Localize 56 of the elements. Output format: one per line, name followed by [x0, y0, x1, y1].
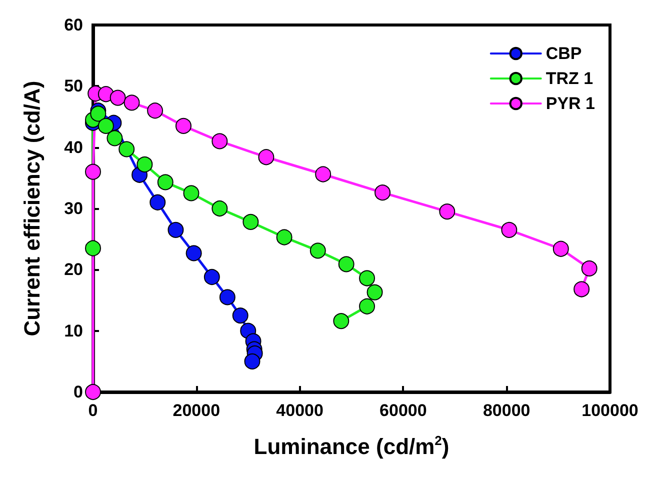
- point: [186, 245, 202, 262]
- y-tick-label: 50: [64, 76, 83, 96]
- point: [374, 184, 391, 201]
- point: [501, 222, 518, 238]
- point: [338, 256, 354, 272]
- point: [118, 141, 135, 158]
- x-tick-label: 80000: [482, 401, 530, 420]
- x-tick-label: 0: [88, 401, 98, 420]
- point: [136, 156, 153, 172]
- point: [85, 164, 101, 180]
- point: [219, 289, 236, 306]
- y-tick-label: 60: [64, 16, 83, 34]
- x-tick-label: 40000: [276, 401, 324, 420]
- y-tick-label: 40: [64, 138, 83, 157]
- point: [310, 242, 326, 259]
- legend-label: CBP: [546, 44, 582, 63]
- point: [106, 130, 123, 146]
- point: [98, 118, 114, 134]
- point: [359, 270, 376, 286]
- point: [574, 281, 590, 298]
- point: [150, 194, 166, 210]
- point: [85, 384, 101, 400]
- y-axis-title: Current efficiency (cd/A): [20, 80, 44, 336]
- point: [85, 240, 101, 256]
- x-tick-label: 60000: [380, 401, 427, 420]
- point: [315, 166, 332, 182]
- point: [204, 269, 220, 285]
- point: [183, 185, 200, 202]
- point: [147, 102, 164, 119]
- x-tick-label: 20000: [172, 401, 220, 420]
- point: [212, 200, 228, 216]
- point: [242, 214, 259, 230]
- point: [110, 90, 126, 106]
- point: [232, 308, 248, 324]
- y-tick-label: 20: [64, 260, 83, 280]
- y-tick-label: 0: [74, 382, 83, 402]
- point: [258, 149, 274, 166]
- point: [212, 133, 228, 150]
- point: [439, 204, 456, 220]
- point: [124, 94, 140, 111]
- legend-label: TRZ 1: [546, 69, 594, 88]
- point: [276, 229, 292, 246]
- point: [366, 284, 383, 300]
- point: [90, 106, 106, 122]
- point: [168, 222, 184, 238]
- x-tick-label: 100000: [582, 401, 638, 420]
- y-tick-label: 10: [64, 321, 83, 340]
- point: [175, 118, 192, 134]
- point: [157, 174, 174, 190]
- y-tick-label: 30: [64, 199, 83, 218]
- point: [359, 298, 376, 314]
- point: [244, 353, 260, 370]
- point: [581, 260, 598, 276]
- point: [552, 240, 569, 257]
- legend-label: PYR 1: [546, 94, 596, 113]
- point: [333, 313, 350, 330]
